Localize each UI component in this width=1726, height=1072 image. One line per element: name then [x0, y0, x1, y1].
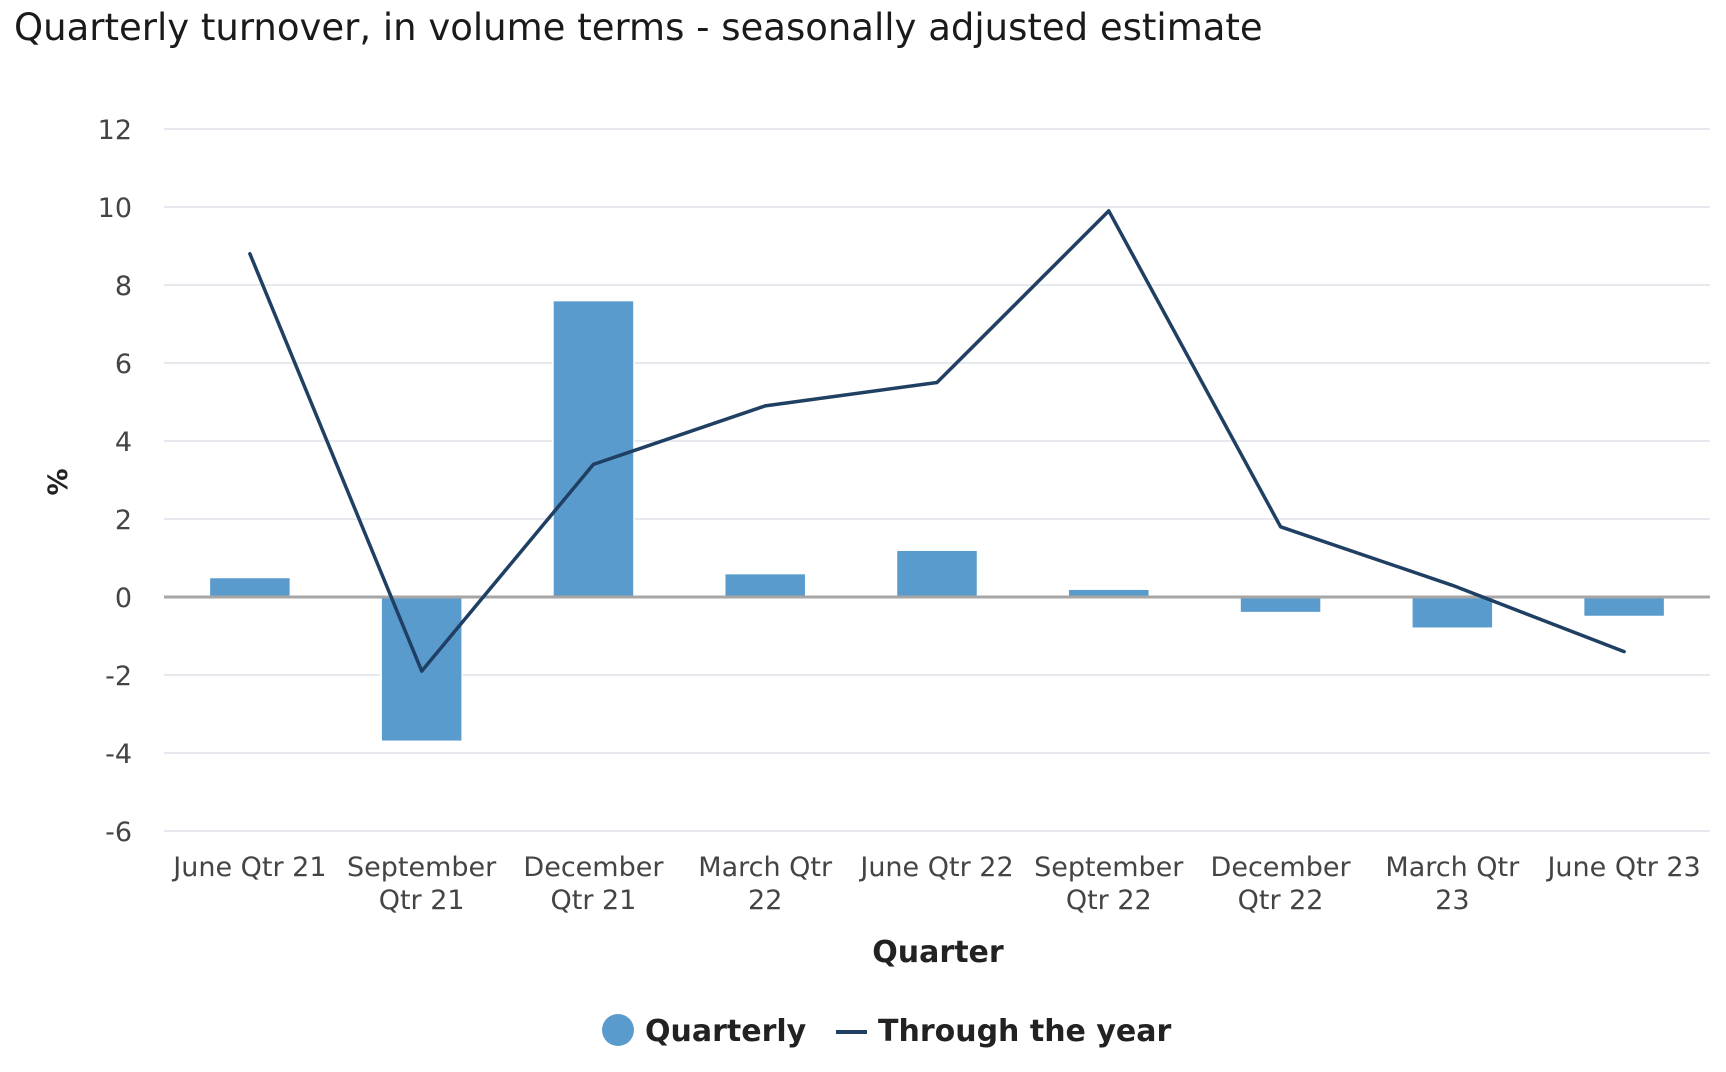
y-tick-label: -2: [105, 661, 132, 692]
x-tick-label: June Qtr 21: [171, 852, 326, 883]
bar-quarterly[interactable]: [208, 576, 292, 598]
bar-quarterly[interactable]: [895, 549, 979, 598]
y-tick-label: 0: [115, 583, 132, 614]
x-tick-label: September Qtr 21: [347, 852, 497, 916]
legend-quarterly-marker-icon: [602, 1014, 634, 1046]
x-axis-ticks: June Qtr 21 September Qtr 21 December Qtr 21…: [171, 852, 1700, 916]
legend-item-through-the-year[interactable]: Through the year: [836, 1014, 1171, 1049]
legend-quarterly-label: Quarterly: [645, 1014, 807, 1049]
line-point-through-the-year[interactable]: [1273, 519, 1289, 535]
x-tick-label: December Qtr 22: [1211, 852, 1352, 916]
line-point-through-the-year[interactable]: [1101, 203, 1117, 219]
x-axis-title: Quarter: [872, 935, 1004, 970]
bar-quarterly[interactable]: [723, 572, 807, 598]
chart-title: Quarterly turnover, in volume terms - se…: [14, 6, 1263, 49]
legend-through-the-year-label: Through the year: [878, 1014, 1171, 1049]
through-the-year-line-series: [242, 203, 1632, 679]
y-tick-label: 6: [115, 349, 132, 380]
line-point-through-the-year[interactable]: [929, 375, 945, 391]
y-tick-label: 12: [98, 115, 132, 146]
line-point-through-the-year[interactable]: [242, 246, 258, 262]
line-point-through-the-year[interactable]: [414, 663, 430, 679]
y-tick-label: -6: [105, 817, 132, 848]
y-tick-label: 4: [115, 427, 132, 458]
line-point-through-the-year[interactable]: [1444, 577, 1460, 593]
legend: Quarterly Through the year: [602, 1014, 1171, 1049]
bar-quarterly[interactable]: [1239, 596, 1322, 614]
x-tick-label: September Qtr 22: [1034, 852, 1184, 916]
line-point-through-the-year[interactable]: [757, 398, 773, 414]
bar-quarterly[interactable]: [1411, 596, 1494, 629]
y-axis-title: %: [43, 468, 74, 495]
x-tick-label: March Qtr 22: [698, 852, 833, 916]
x-tick-label: June Qtr 23: [1545, 852, 1700, 883]
x-tick-label: December Qtr 21: [523, 852, 664, 916]
x-tick-label: June Qtr 22: [858, 852, 1013, 883]
y-tick-label: 2: [115, 505, 132, 536]
line-point-through-the-year[interactable]: [585, 456, 601, 472]
y-tick-label: 10: [98, 193, 132, 224]
y-tick-label: -4: [105, 739, 132, 770]
bar-quarterly[interactable]: [552, 299, 635, 598]
legend-item-quarterly[interactable]: Quarterly: [602, 1014, 807, 1049]
line-through-the-year[interactable]: [248, 209, 1626, 673]
line-point-through-the-year[interactable]: [1616, 644, 1632, 660]
x-tick-label: March Qtr 23: [1385, 852, 1520, 916]
y-axis-ticks: 12 10 8 6 4 2 0 -2 -4 -6: [98, 115, 132, 848]
bar-quarterly[interactable]: [1582, 596, 1666, 618]
y-tick-label: 8: [115, 271, 132, 302]
